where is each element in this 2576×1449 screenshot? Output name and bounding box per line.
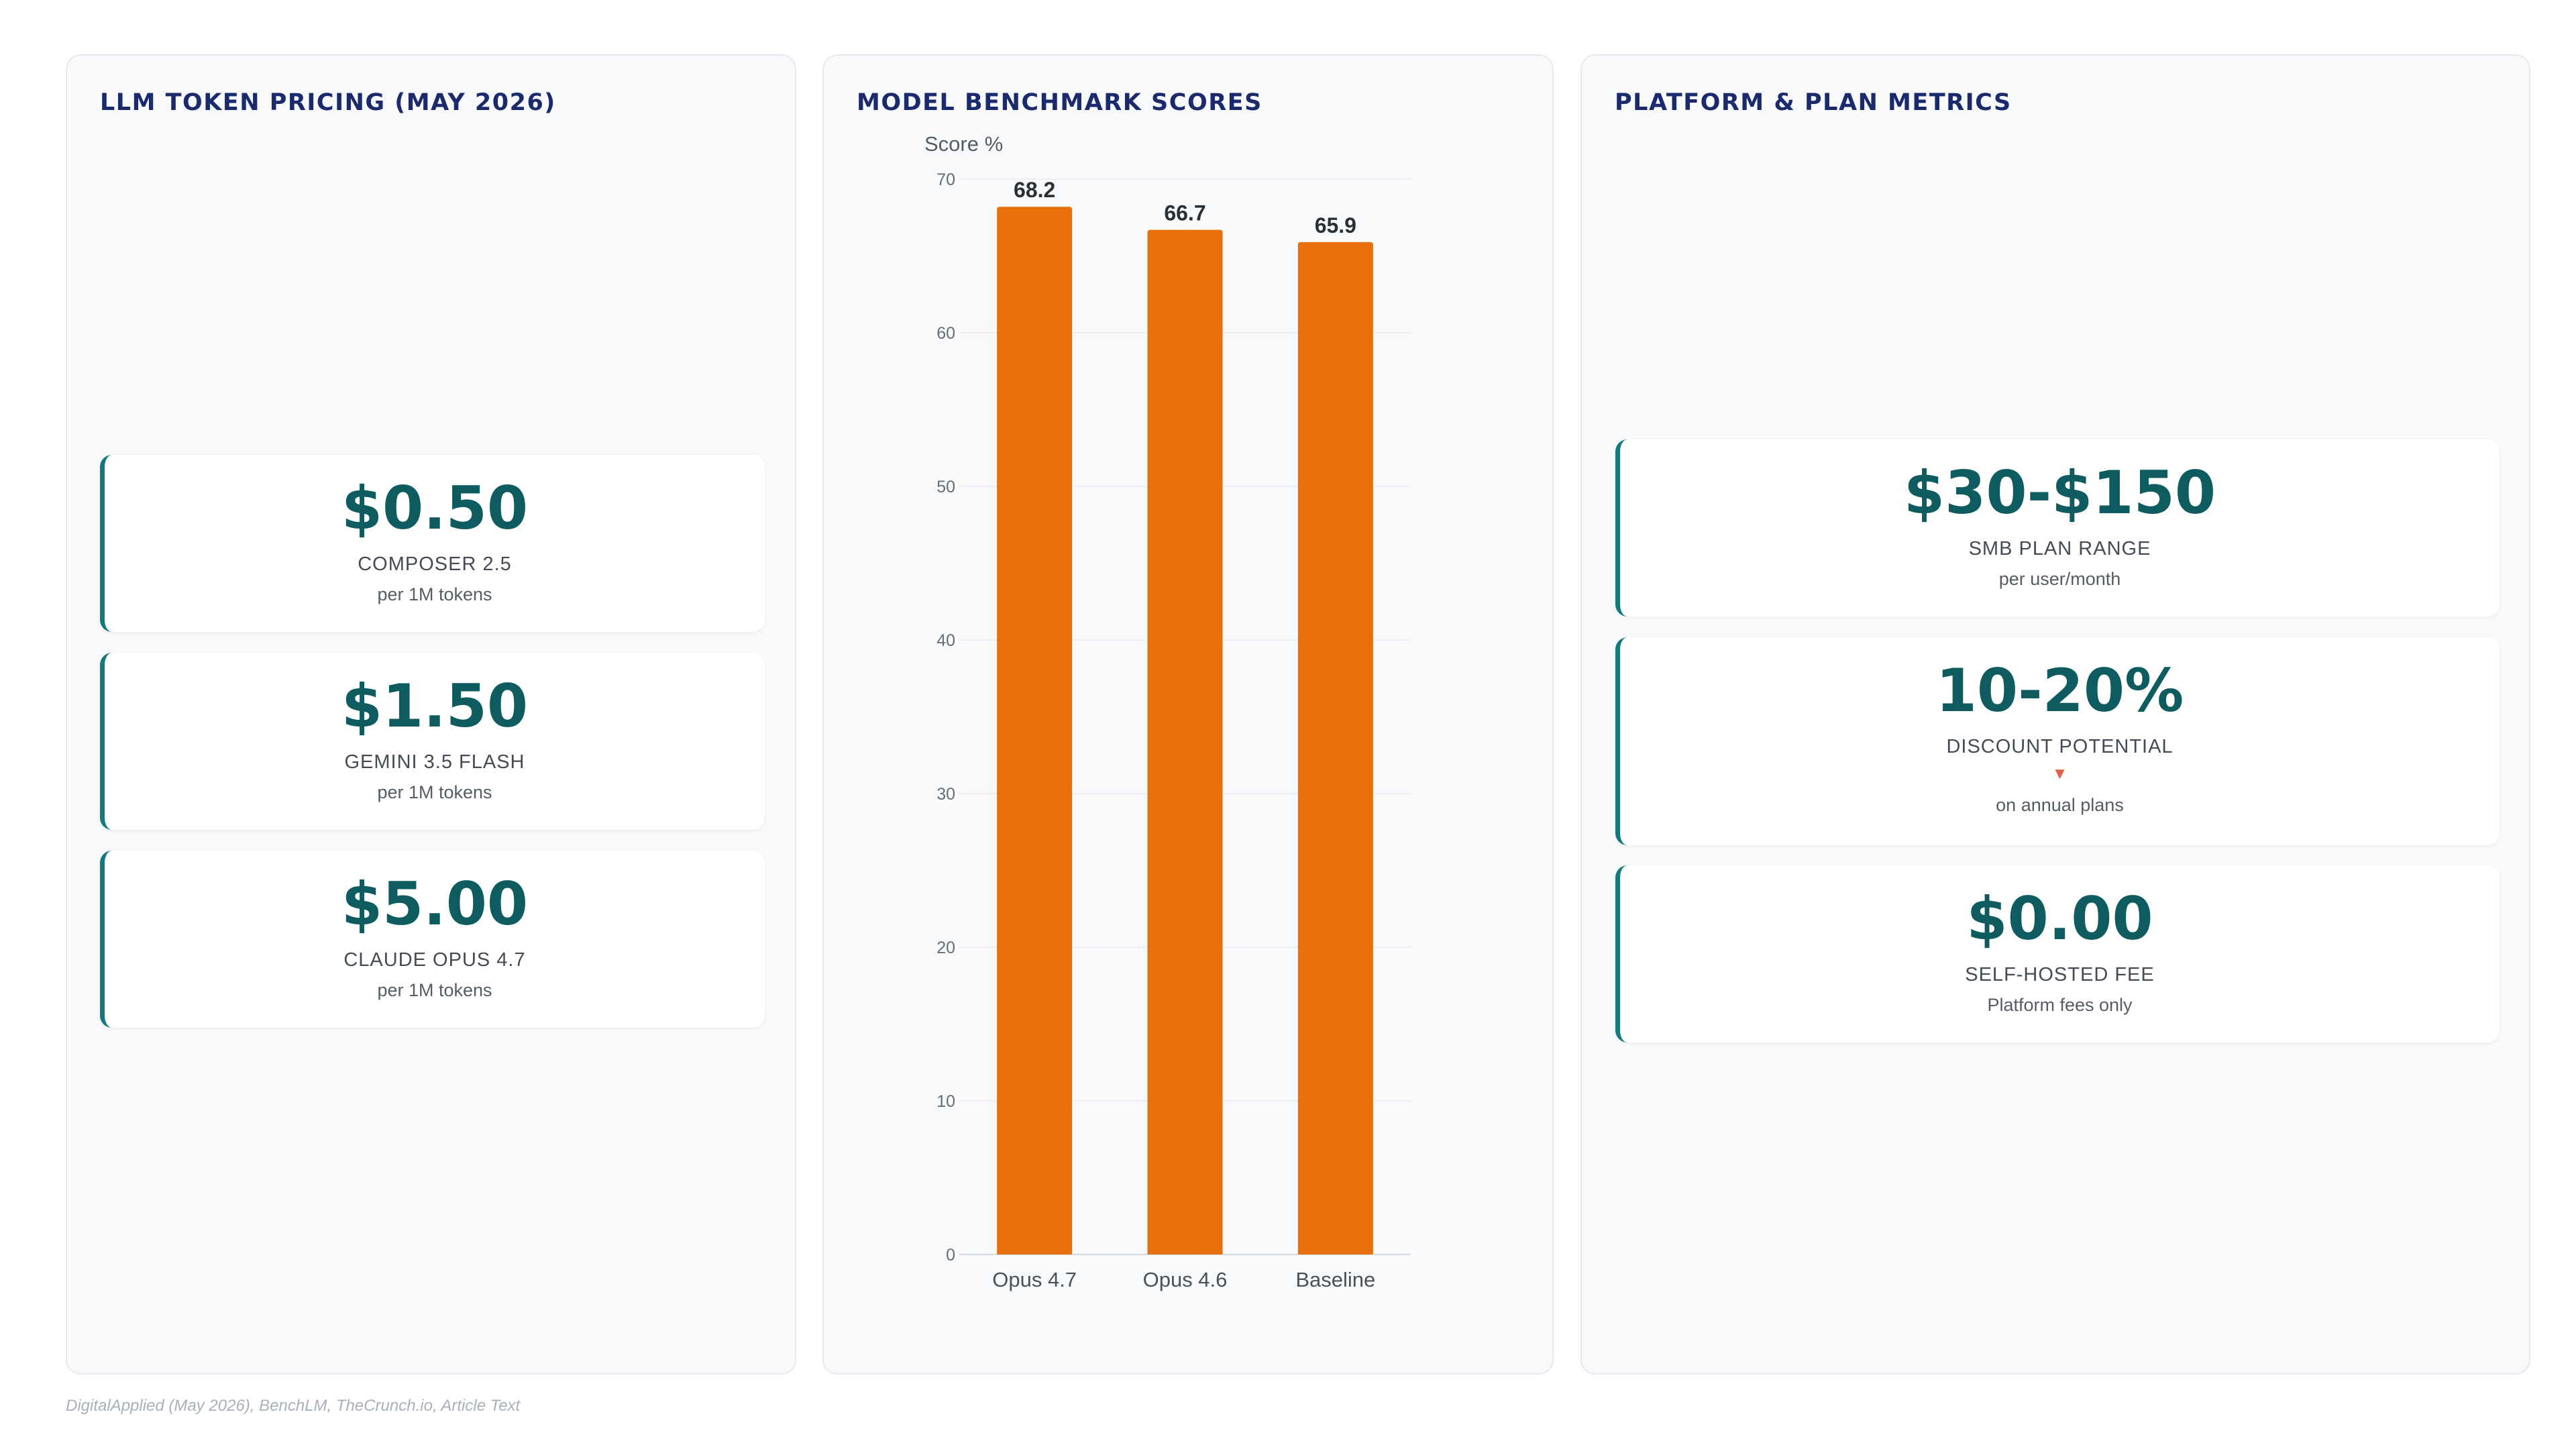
price-value: $0.50 (341, 474, 529, 543)
y-tick-label: 0 (946, 1246, 955, 1265)
benchmark-panel: MODEL BENCHMARK SCORES 0 10 20 30 40 50 60 70 Sc… (822, 54, 1554, 1375)
metric-card-discount: 10-20% DISCOUNT POTENTIAL ▼ on annual pl… (1615, 637, 2500, 845)
metric-label: SMB PLAN RANGE (1968, 538, 2151, 559)
x-tick-label: Opus 4.6 (1143, 1268, 1228, 1291)
price-unit: per 1M tokens (377, 584, 492, 604)
down-arrow-icon: ▼ (2051, 765, 2068, 783)
model-name: COMPOSER 2.5 (358, 553, 512, 575)
price-value: $5.00 (341, 869, 529, 938)
benchmark-bar-chart: 0 10 20 30 40 50 60 70 Score % 68.2 Opus 4.7 66.7 Op… (924, 132, 1411, 1291)
pricing-panel: LLM TOKEN PRICING (MAY 2026) $0.50 COMPO… (66, 54, 796, 1375)
x-tick-label: Baseline (1295, 1268, 1375, 1291)
price-unit: per 1M tokens (377, 782, 492, 802)
bar (1297, 241, 1373, 1254)
y-tick-label: 70 (936, 170, 955, 189)
y-tick-label: 10 (936, 1092, 955, 1111)
bar-value-label: 65.9 (1315, 213, 1356, 237)
price-value: $1.50 (341, 672, 529, 741)
price-unit: per 1M tokens (377, 980, 492, 1000)
y-tick-label: 30 (936, 785, 955, 804)
metric-label: DISCOUNT POTENTIAL (1946, 736, 2174, 757)
price-card-gemini: $1.50 GEMINI 3.5 FLASH per 1M tokens (100, 653, 765, 830)
bar (1147, 229, 1223, 1254)
metric-unit: on annual plans (1996, 795, 2124, 815)
y-tick-label: 50 (936, 478, 955, 496)
metrics-panel: PLATFORM & PLAN METRICS $30-$150 SMB PLA… (1580, 54, 2530, 1375)
metric-unit: Platform fees only (1987, 995, 2133, 1015)
x-tick-label: Opus 4.7 (992, 1268, 1077, 1291)
metric-value: $30-$150 (1903, 458, 2216, 527)
source-footnote: DigitalApplied (May 2026), BenchLM, TheC… (66, 1397, 521, 1415)
y-axis-label: Score % (924, 132, 1003, 156)
y-tick-label: 40 (936, 631, 955, 650)
metric-value: 10-20% (1935, 656, 2184, 725)
metrics-panel-title: PLATFORM & PLAN METRICS (1615, 89, 2012, 116)
metric-label: SELF-HOSTED FEE (1965, 964, 2155, 985)
metric-unit: per user/month (1998, 569, 2121, 589)
bar (997, 207, 1073, 1255)
metric-card-smb-plan: $30-$150 SMB PLAN RANGE per user/month (1615, 439, 2500, 616)
metric-value: $0.00 (1966, 884, 2153, 953)
y-tick-label: 20 (936, 938, 955, 957)
bar-value-label: 66.7 (1164, 201, 1205, 225)
y-tick-label: 60 (936, 324, 955, 343)
metric-card-self-hosted: $0.00 SELF-HOSTED FEE Platform fees only (1615, 865, 2500, 1042)
model-name: CLAUDE OPUS 4.7 (343, 949, 526, 971)
benchmark-panel-title: MODEL BENCHMARK SCORES (857, 89, 1263, 116)
pricing-panel-title: LLM TOKEN PRICING (MAY 2026) (100, 89, 556, 116)
price-card-composer: $0.50 COMPOSER 2.5 per 1M tokens (100, 455, 765, 632)
model-name: GEMINI 3.5 FLASH (344, 751, 525, 773)
bar-value-label: 68.2 (1014, 178, 1055, 202)
price-card-claude: $5.00 CLAUDE OPUS 4.7 per 1M tokens (100, 851, 765, 1028)
